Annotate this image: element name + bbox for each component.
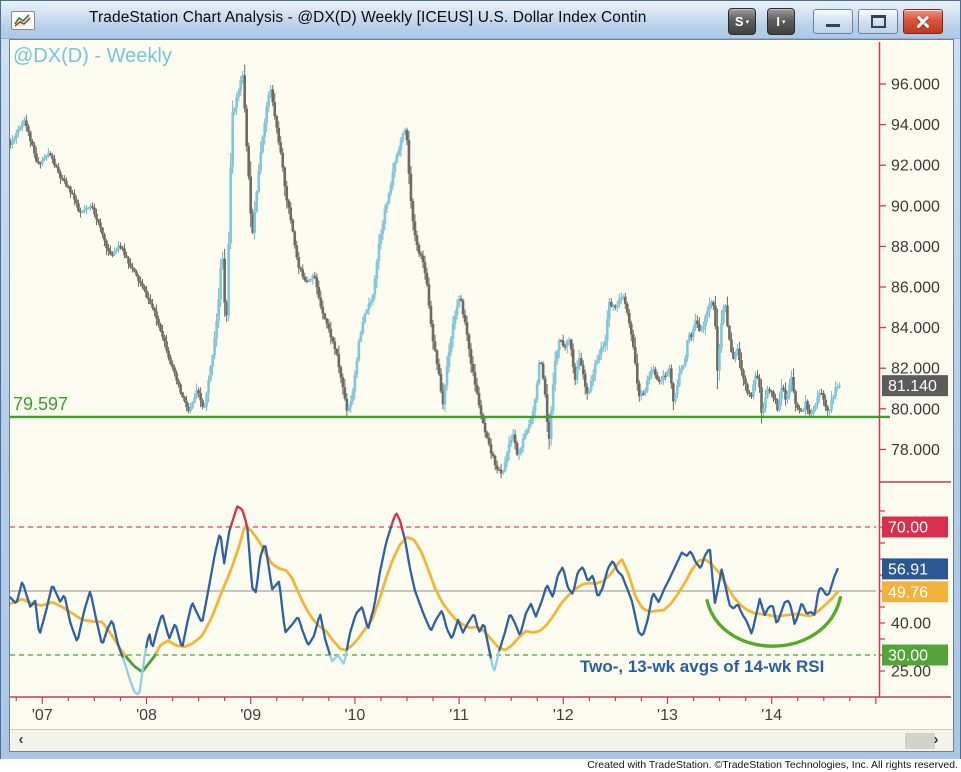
rsi-axis-label: 25.00 [891, 664, 931, 681]
rsi-value-badge-label: 56.91 [888, 561, 928, 578]
price-axis-label: 92.000 [891, 158, 940, 175]
chart-canvas[interactable]: 79.597 Two-, 13-wk avgs of 14-wk RSI @DX(D… [10, 40, 953, 729]
last-price-badge-label: 81.140 [888, 378, 937, 395]
rsi-value-badge [882, 644, 948, 666]
minimize-icon [826, 24, 840, 27]
rsi-value-badge-label: 30.00 [888, 648, 928, 665]
indicator-dropdown-button[interactable]: I ▾ [767, 8, 795, 35]
price-axis-label: 86.000 [891, 280, 940, 297]
title-bar: TradeStation Chart Analysis - @DX(D) Wee… [1, 1, 960, 39]
rsi-value-badge [882, 558, 948, 580]
year-axis-label: '10 [344, 707, 365, 724]
chevron-down-icon: ▾ [745, 18, 750, 26]
last-price-badge [882, 375, 948, 397]
alert-line-label: 79.597 [13, 394, 68, 414]
maximize-icon [870, 15, 886, 28]
scroll-right-icon[interactable]: › [933, 731, 939, 748]
close-icon [916, 14, 931, 29]
price-axis-label: 94.000 [891, 117, 940, 134]
indicator-button-label: I [776, 14, 781, 29]
price-axis-label: 78.000 [891, 442, 940, 459]
close-button[interactable] [903, 9, 943, 34]
app-icon [11, 11, 35, 30]
price-axis-label: 90.000 [891, 198, 940, 215]
year-axis-label: '09 [240, 707, 261, 724]
symbol-label: @DX(D) - Weekly [13, 45, 172, 67]
year-axis-label: '12 [553, 707, 574, 724]
title-bar-buttons: S ▾ I ▾ [728, 8, 943, 35]
year-axis-label: '08 [136, 707, 157, 724]
status-bar: Created with TradeStation. ©TradeStation… [0, 759, 961, 772]
year-axis-label: '11 [449, 707, 469, 724]
maximize-button[interactable] [858, 9, 898, 34]
price-axis-label: 88.000 [891, 239, 940, 256]
rsi-value-badge [882, 516, 948, 538]
rsi-value-badge-label: 70.00 [888, 520, 928, 537]
rsi-annotation-text: Two-, 13-wk avgs of 14-wk RSI [580, 657, 824, 676]
horizontal-scrollbar[interactable]: ‹ › [10, 729, 953, 751]
style-button-label: S [734, 14, 744, 29]
rsi-value-badge-label: 49.76 [888, 584, 928, 601]
year-axis-label: '13 [657, 707, 678, 724]
price-axis-label: 84.000 [891, 320, 940, 337]
price-axis-label: 80.000 [891, 401, 940, 418]
price-axis-label: 82.000 [891, 361, 940, 378]
rsi-fast-avg-line [10, 505, 839, 696]
rsi-axis-label: 40.00 [891, 616, 931, 633]
copyright-text: Created with TradeStation. ©TradeStation… [587, 759, 958, 771]
scrollbar-thumb[interactable] [905, 733, 935, 749]
style-dropdown-button[interactable]: S ▾ [728, 8, 756, 35]
chevron-down-icon: ▾ [782, 18, 786, 26]
window-title: TradeStation Chart Analysis - @DX(D) Wee… [89, 9, 647, 26]
chart-client-area: 79.597 Two-, 13-wk avgs of 14-wk RSI @DX(D… [9, 39, 954, 752]
year-axis-label: '07 [32, 707, 53, 724]
rsi-value-badge [882, 581, 948, 603]
year-axis-label: '14 [761, 707, 782, 724]
candlestick-series [10, 64, 841, 479]
arc-annotation [705, 595, 843, 648]
scroll-left-icon[interactable]: ‹ [18, 731, 24, 748]
price-axis-label: 96.000 [891, 77, 940, 94]
minimize-button[interactable] [813, 9, 853, 34]
